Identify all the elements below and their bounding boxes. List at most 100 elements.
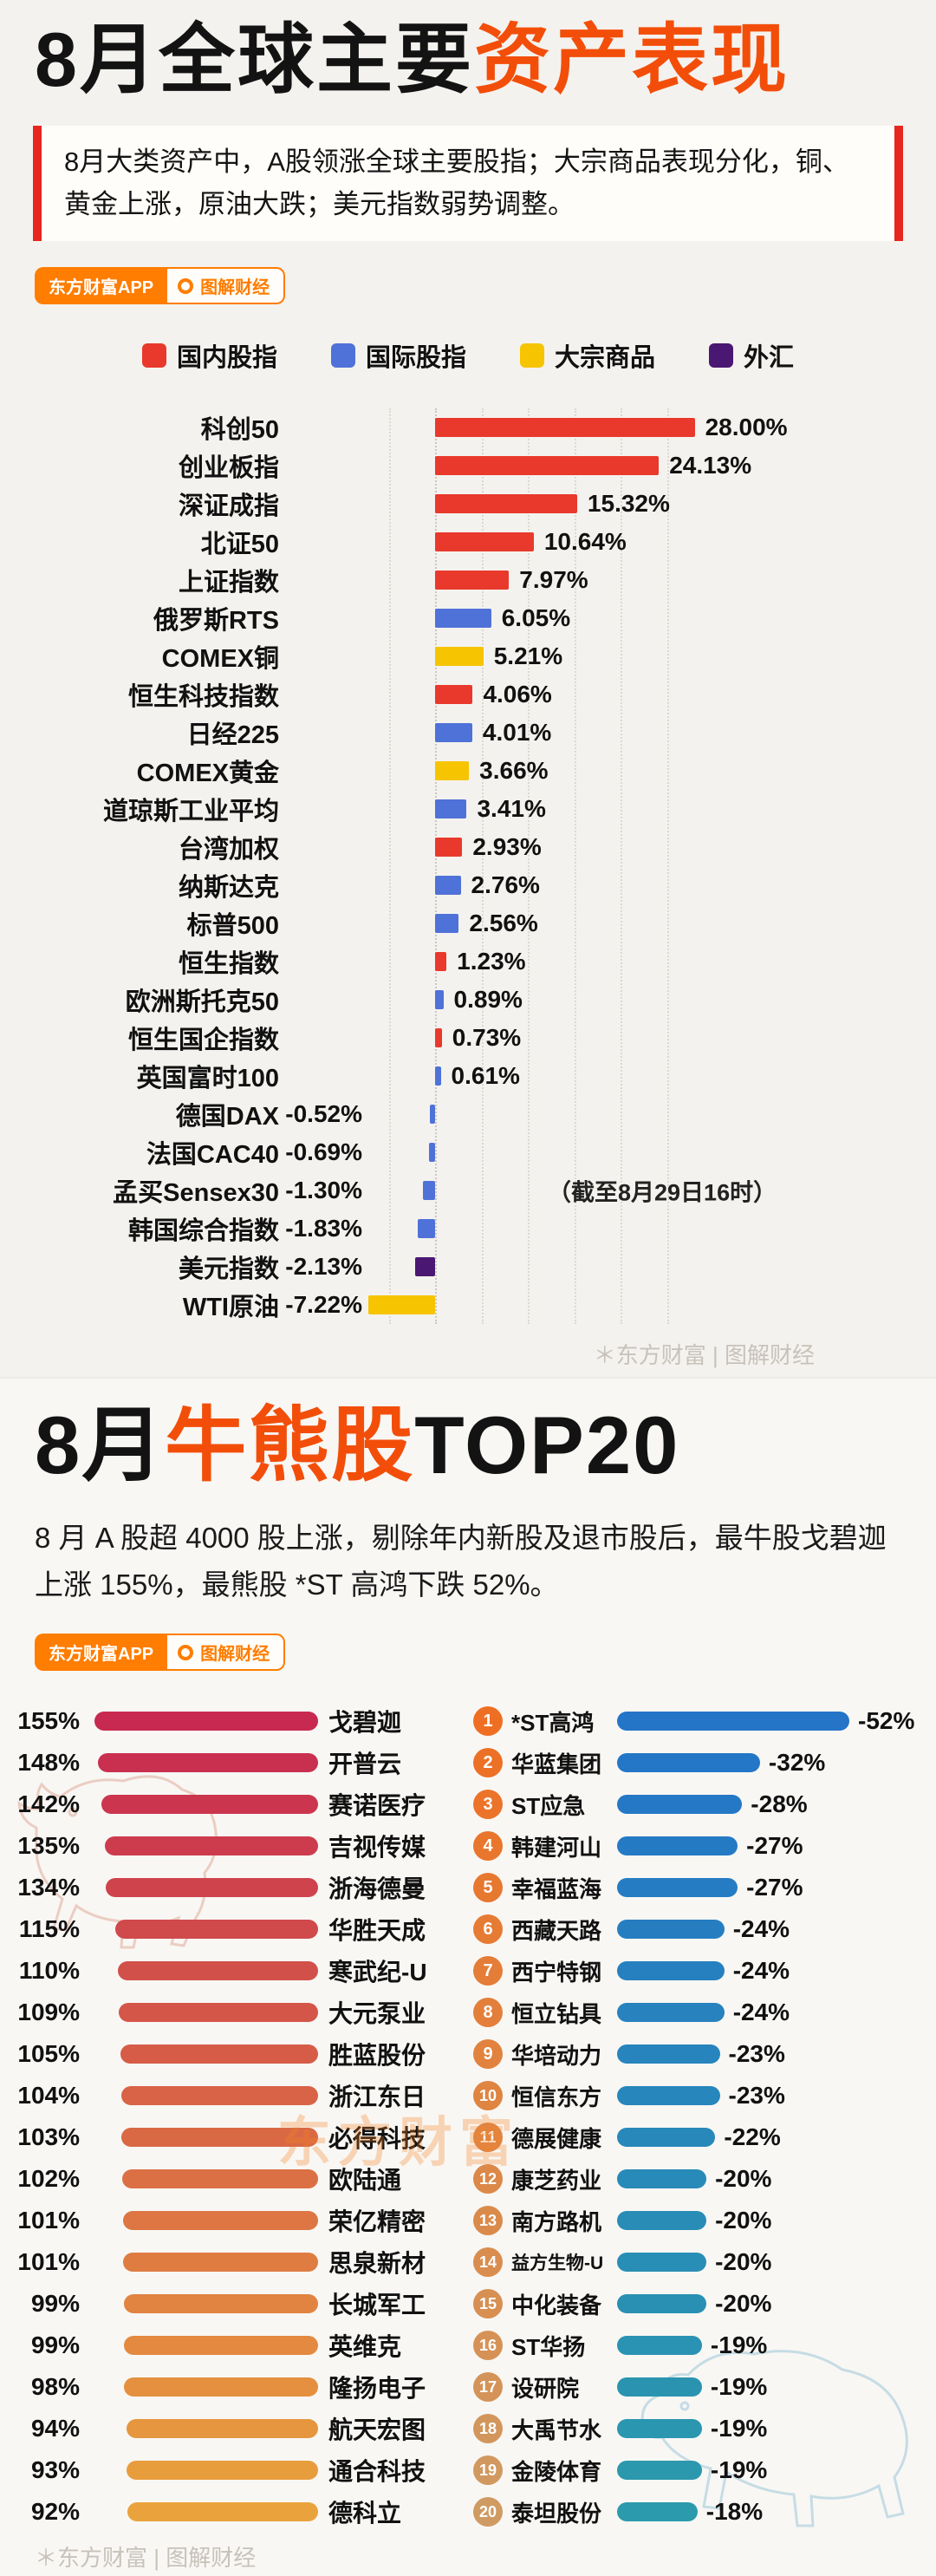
asset-label: COMEX黄金	[136, 760, 279, 788]
bear-percent: -20%	[715, 2207, 772, 2234]
bear-percent: -32%	[768, 1749, 826, 1777]
bear-plot: -19%	[617, 2449, 936, 2491]
bull-name: 浙海德曼	[328, 1875, 426, 1903]
asset-row: WTI原油 -7.22%	[33, 1286, 903, 1324]
app-name-badge: 东方财富APP	[35, 267, 168, 305]
bear-percent: -19%	[710, 2373, 768, 2401]
asset-plot: 0.89%	[293, 981, 903, 1019]
asset-plot: 10.64%	[293, 523, 903, 561]
asset-row: 法国CAC40 -0.69%	[33, 1133, 903, 1171]
bull-percent: 92%	[30, 2498, 80, 2526]
asset-row: 恒生科技指数 4.06%	[33, 675, 903, 714]
top20-row: 109% 大元泵业 8 恒立钻具 -24%	[0, 1992, 936, 2033]
top20-row: 98% 隆扬电子 17 设研院 -19%	[0, 2366, 936, 2408]
asset-row: 深证成指 15.32%	[33, 485, 903, 523]
rank-badge: 13	[473, 2206, 503, 2236]
bull-plot	[80, 2449, 318, 2491]
asset-value: 0.61%	[451, 1062, 520, 1090]
gridline--5	[388, 408, 391, 1325]
bull-bar	[120, 2044, 318, 2064]
app-name-badge-2: 东方财富APP	[35, 1634, 168, 1672]
asset-bar	[435, 647, 484, 667]
bull-bar	[122, 2211, 318, 2231]
asset-label: 德国DAX	[175, 1103, 279, 1131]
bull-name: 吉视传媒	[328, 1834, 426, 1862]
bear-percent: -23%	[728, 2040, 785, 2068]
bull-plot	[80, 2075, 318, 2116]
bull-bar	[105, 1878, 318, 1898]
bull-plot	[80, 2325, 318, 2366]
asset-value: 24.13%	[669, 452, 752, 479]
asset-bar	[423, 1181, 435, 1201]
bear-bar	[617, 2003, 725, 2023]
asset-plot: 4.01%	[293, 714, 903, 752]
asset-label: 台湾加权	[178, 836, 279, 864]
rank-badge: 17	[473, 2372, 503, 2403]
bull-bar	[124, 2377, 318, 2397]
top20-row: 94% 航天宏图 18 大禹节水 -19%	[0, 2408, 936, 2449]
asset-plot: 0.61%	[293, 1057, 903, 1095]
asset-plot: 2.76%	[293, 866, 903, 904]
asset-label: 创业板指	[178, 454, 279, 483]
bull-plot	[80, 2283, 318, 2325]
asset-row: 北证50 10.64%	[33, 523, 903, 561]
bull-bar	[121, 2128, 318, 2148]
bull-plot	[80, 1825, 318, 1867]
section1-title-black: 8月全球主要	[35, 16, 474, 102]
asset-value: -7.22%	[285, 1291, 362, 1319]
asset-bar	[435, 876, 461, 896]
asset-value: 3.66%	[479, 757, 549, 785]
bull-name: 航天宏图	[328, 2416, 426, 2444]
asset-bar	[430, 1105, 435, 1125]
bear-bar	[617, 2169, 707, 2189]
bull-name: 荣亿精密	[328, 2208, 426, 2236]
asset-value: 0.73%	[452, 1024, 522, 1052]
bear-percent: -24%	[732, 1999, 790, 2026]
bull-plot	[80, 1700, 318, 1742]
bear-bar	[617, 2419, 702, 2439]
bear-plot: -19%	[617, 2408, 936, 2449]
legend-swatch-international	[330, 343, 355, 368]
legend-label-domestic: 国内股指	[176, 344, 277, 373]
asset-plot: -1.30% （截至8月29日16时）	[285, 1171, 903, 1210]
asset-value: 4.01%	[482, 719, 552, 747]
bull-bar	[94, 1712, 318, 1731]
asset-label: 深证成指	[178, 492, 279, 521]
bull-name: 长城军工	[328, 2292, 426, 2319]
asset-plot: 7.97%	[293, 561, 903, 599]
gridline-20	[621, 408, 622, 1325]
asset-row: 韩国综合指数 -1.83%	[33, 1210, 903, 1248]
bull-plot	[80, 2408, 318, 2449]
asset-row: 恒生国企指数 0.73%	[33, 1019, 903, 1057]
rank-badge: 9	[473, 2039, 503, 2070]
bear-name: 韩建河山	[511, 1834, 602, 1861]
bull-plot	[80, 2158, 318, 2200]
bear-name: ST华扬	[511, 2333, 586, 2360]
bull-plot	[80, 1992, 318, 2033]
bear-bar	[617, 2294, 707, 2314]
bear-plot: -24%	[617, 1908, 936, 1950]
bear-name: 益方生物-U	[511, 2253, 604, 2274]
bull-percent: 155%	[17, 1707, 80, 1735]
bull-plot	[80, 1867, 318, 1908]
bear-plot: -18%	[617, 2491, 936, 2533]
bull-bar	[121, 2169, 318, 2189]
bull-bar	[120, 2086, 318, 2106]
bear-name: 泰坦股份	[511, 2500, 602, 2527]
bull-percent: 110%	[18, 1957, 80, 1985]
bear-bar	[617, 1961, 725, 1981]
asset-row: 孟买Sensex30 -1.30% （截至8月29日16时）	[33, 1171, 903, 1210]
legend-item-domestic: 国内股指	[141, 337, 277, 374]
bull-bar	[122, 2253, 318, 2273]
gridline-15	[574, 408, 576, 1325]
bull-plot	[80, 2116, 318, 2158]
asset-bar	[435, 799, 467, 819]
asset-bar	[435, 914, 459, 934]
bear-name: 恒信东方	[511, 2084, 602, 2110]
bear-name: 恒立钻具	[511, 2000, 602, 2027]
bear-plot: -19%	[617, 2366, 936, 2408]
asset-value: 2.56%	[469, 910, 538, 937]
bear-percent: -52%	[858, 1707, 915, 1735]
bear-name: 华蓝集团	[511, 1751, 602, 1777]
bull-percent: 148%	[17, 1749, 80, 1777]
